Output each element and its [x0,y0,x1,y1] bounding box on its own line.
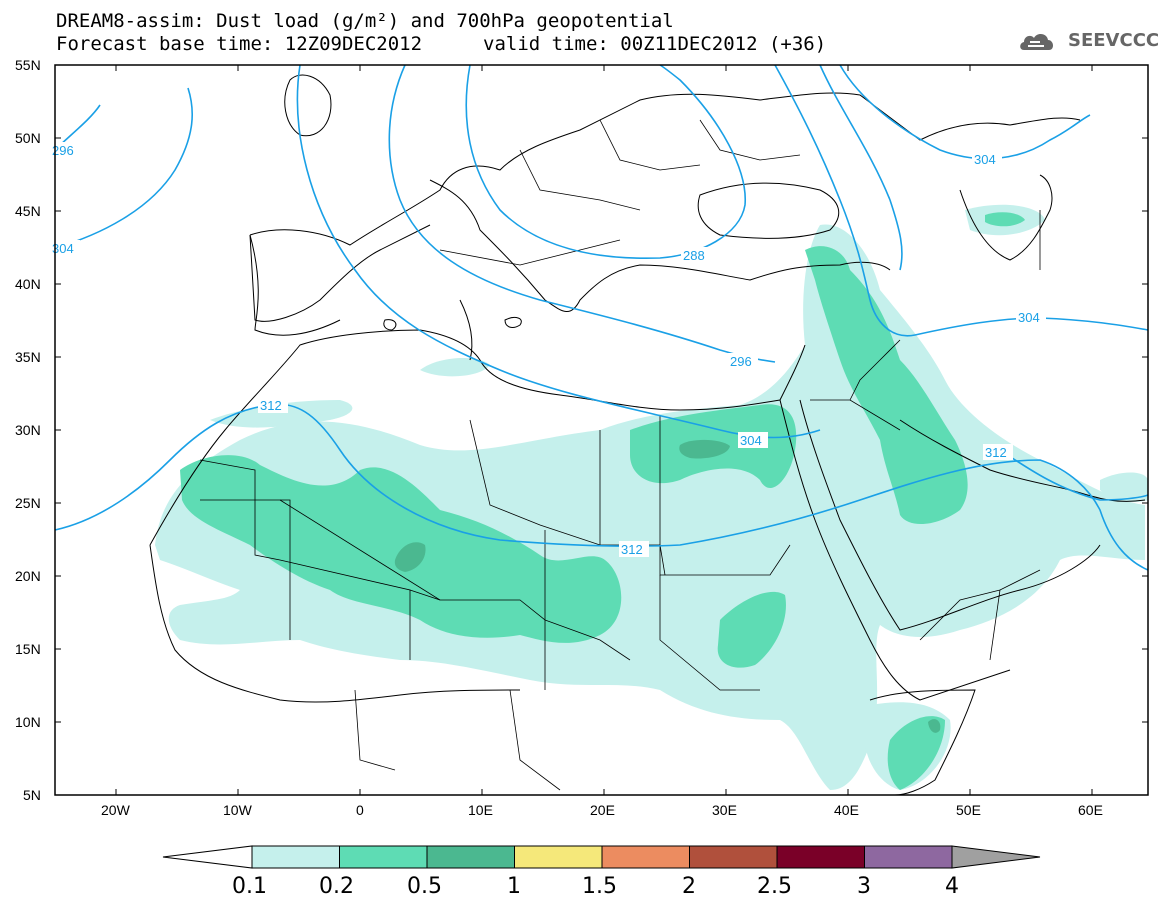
colorbar-tick-label: 3 [857,874,871,899]
contour-label: 312 [260,398,282,413]
colorbar-under-arrow [162,845,253,869]
lon-label: 10W [223,802,253,818]
colorbar-swatch [864,845,953,869]
colorbar-tick-label: 1.5 [582,874,617,899]
lon-label: 30E [712,802,737,818]
lat-label: 55N [15,57,41,73]
colorbar-swatch [426,845,515,869]
colorbar-swatch [689,845,778,869]
lat-label: 20N [15,568,41,584]
lon-label: 0 [356,802,364,818]
colorbar-swatch [339,845,428,869]
lon-label: 20W [101,802,131,818]
seevccc-logo-text: SEEVCCC [1068,30,1160,51]
lat-label: 15N [15,641,41,657]
colorbar-over-arrow [951,845,1041,869]
colorbar-swatch [251,845,340,869]
contour-label: 304 [52,241,74,256]
contour-label: 312 [621,542,643,557]
lat-axis [55,64,1148,796]
geopotential-contours [54,64,1149,571]
colorbar-tick-label: 1 [507,874,521,899]
colorbar-tick-label: 0.2 [319,874,354,899]
contour-label: 304 [974,152,996,167]
valid-time: valid time: 00Z11DEC2012 (+36) [483,33,827,55]
lat-label: 30N [15,422,41,438]
dust-layer-dark [394,439,941,733]
lat-label: 25N [15,495,41,511]
lat-label: 10N [15,714,41,730]
colorbar-swatch [514,845,603,869]
lat-label: 40N [15,276,41,292]
contour-label: 296 [52,143,74,158]
lat-label: 35N [15,349,41,365]
colorbar-tick-label: 2 [682,874,696,899]
map-area: 296 304 288 296 304 312 304 312 312 304 [48,64,1149,796]
borders [199,119,1041,791]
colorbar-tick-label: 0.1 [232,874,267,899]
colorbar: 0.1 0.2 0.5 1 1.5 2 2.5 3 4 [162,845,1041,899]
axes: 55N 50N 45N 40N 35N 30N 25N 20N 15N 10N … [15,57,1148,818]
lon-label: 40E [834,802,859,818]
seevccc-logo [1020,34,1054,50]
contour-label: 312 [985,445,1007,460]
lat-label: 5N [23,787,41,803]
colorbar-tick-label: 0.5 [407,874,442,899]
forecast-base-time: Forecast base time: 12Z09DEC2012 [56,33,423,55]
lon-label: 60E [1078,802,1103,818]
colorbar-tick-label: 4 [945,874,959,899]
contour-label: 304 [740,433,762,448]
contour-labels: 296 304 288 296 304 312 304 312 312 304 [48,142,1046,557]
lat-label: 45N [15,203,41,219]
lon-label: 20E [590,802,615,818]
map-title: DREAM8-assim: Dust load (g/m²) and 700hP… [56,10,674,32]
contour-label: 288 [683,248,705,263]
cloud-icon [1020,34,1054,50]
lon-axis [115,65,1093,795]
lat-label: 50N [15,130,41,146]
lon-label: 10E [468,802,493,818]
contour-label: 296 [730,354,752,369]
contour-label: 304 [1018,310,1040,325]
lon-label: 50E [956,802,981,818]
colorbar-swatch [601,845,690,869]
colorbar-swatch [776,845,865,869]
colorbar-tick-label: 2.5 [757,874,792,899]
coastlines [149,74,1146,796]
